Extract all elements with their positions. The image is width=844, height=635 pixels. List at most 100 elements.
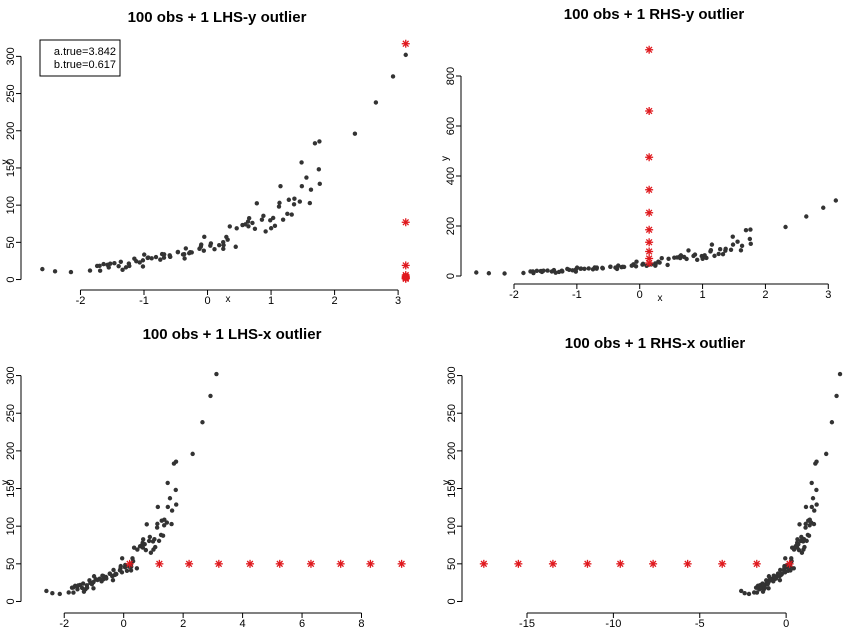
data-point [245,219,251,224]
y-tick-label: 150 [5,159,17,177]
data-point [197,246,202,251]
data-point [582,266,587,272]
data-point [796,542,801,547]
data-point [659,255,664,261]
data-point [530,269,536,274]
data-point [573,269,579,274]
data-point [304,175,309,180]
data-point [114,571,119,577]
data-point [739,243,745,249]
data-point [317,181,322,187]
data-point [134,566,140,571]
data-point [797,522,802,527]
x-tick-label: 0 [637,289,643,301]
data-point [804,214,809,219]
data-point [261,213,266,219]
data-point [225,237,230,242]
data-point [142,252,147,257]
y-tick-label: 50 [446,558,458,570]
outlier-point [645,247,654,256]
data-point [806,533,812,538]
data-point [268,226,274,231]
data-point [821,205,826,210]
x-tick-label: -1 [139,295,149,307]
data-point [716,251,721,257]
data-point [684,256,689,262]
data-point [119,556,125,561]
legend-entry: b.true=0.617 [54,59,116,71]
y-axis-label: y [441,480,452,485]
data-point [700,256,705,261]
data-point [161,523,167,528]
data-point [152,536,157,542]
data-point [182,256,187,261]
y-tick-label: 200 [445,217,457,235]
data-point [140,264,146,269]
outlier-point [306,559,315,568]
outlier-point [401,39,410,48]
data-point [214,371,219,377]
y-tick-label: 300 [446,366,458,384]
data-point [809,504,814,510]
data-point [147,534,153,540]
y-tick-label: 800 [445,67,457,85]
data-point [788,568,793,573]
panel-title: 100 obs + 1 LHS-y outlier [128,9,307,26]
data-point [142,542,147,547]
data-point [167,254,173,260]
x-tick-label: -1 [572,289,582,301]
outlier-point [649,559,658,568]
data-point [84,583,90,588]
data-point [801,547,806,552]
panel-lhs-y-outlier: 100 obs + 1 LHS-y outlier -2 -1 0 1 2 3 0 50 100… [0,9,410,307]
data-point [791,566,796,571]
data-point [173,487,178,493]
data-point [153,254,159,260]
y-axis-label: y [0,480,11,485]
data-point [777,577,783,583]
x-tick-label: 2 [332,295,338,307]
panel-rhs-x-outlier: 100 obs + 1 RHS-x outlier -15 -10 -5 0 0 50 10… [441,335,843,630]
data-point [657,260,662,265]
data-point [803,521,808,527]
data-point [779,571,785,577]
data-point [747,236,753,242]
outlier-point [246,559,255,568]
data-point [118,259,124,265]
data-point [403,52,408,58]
data-point [79,585,85,591]
data-point [122,565,128,570]
data-point [814,502,819,507]
data-point [165,480,170,486]
outlier-point [645,208,654,217]
panel-title: 100 obs + 1 RHS-y outlier [564,6,745,23]
data-point [148,550,154,555]
x-tick-label: 2 [762,289,768,301]
data-point [600,266,605,271]
data-point [252,226,258,232]
data-point [143,547,149,553]
data-point [590,267,596,272]
data-point [565,266,570,272]
outlier-point [583,559,592,568]
data-point [791,547,797,552]
data-point [202,234,207,240]
data-point [50,590,55,596]
outlier-point [336,559,345,568]
data-point [140,545,146,550]
data-point [810,496,816,501]
data-point [259,217,265,222]
data-point [145,255,150,261]
y-tick-label: 100 [446,517,458,535]
data-point [390,74,396,79]
outlier-point [401,218,410,227]
data-point [811,521,817,527]
x-tick-label: 8 [358,618,364,630]
data-point [373,100,379,105]
y-tick-label: 300 [5,366,17,384]
data-point [155,521,160,527]
x-tick-label: -5 [695,618,705,630]
data-point [783,556,788,561]
y-tick-label: 100 [5,196,17,214]
data-point [263,229,268,234]
